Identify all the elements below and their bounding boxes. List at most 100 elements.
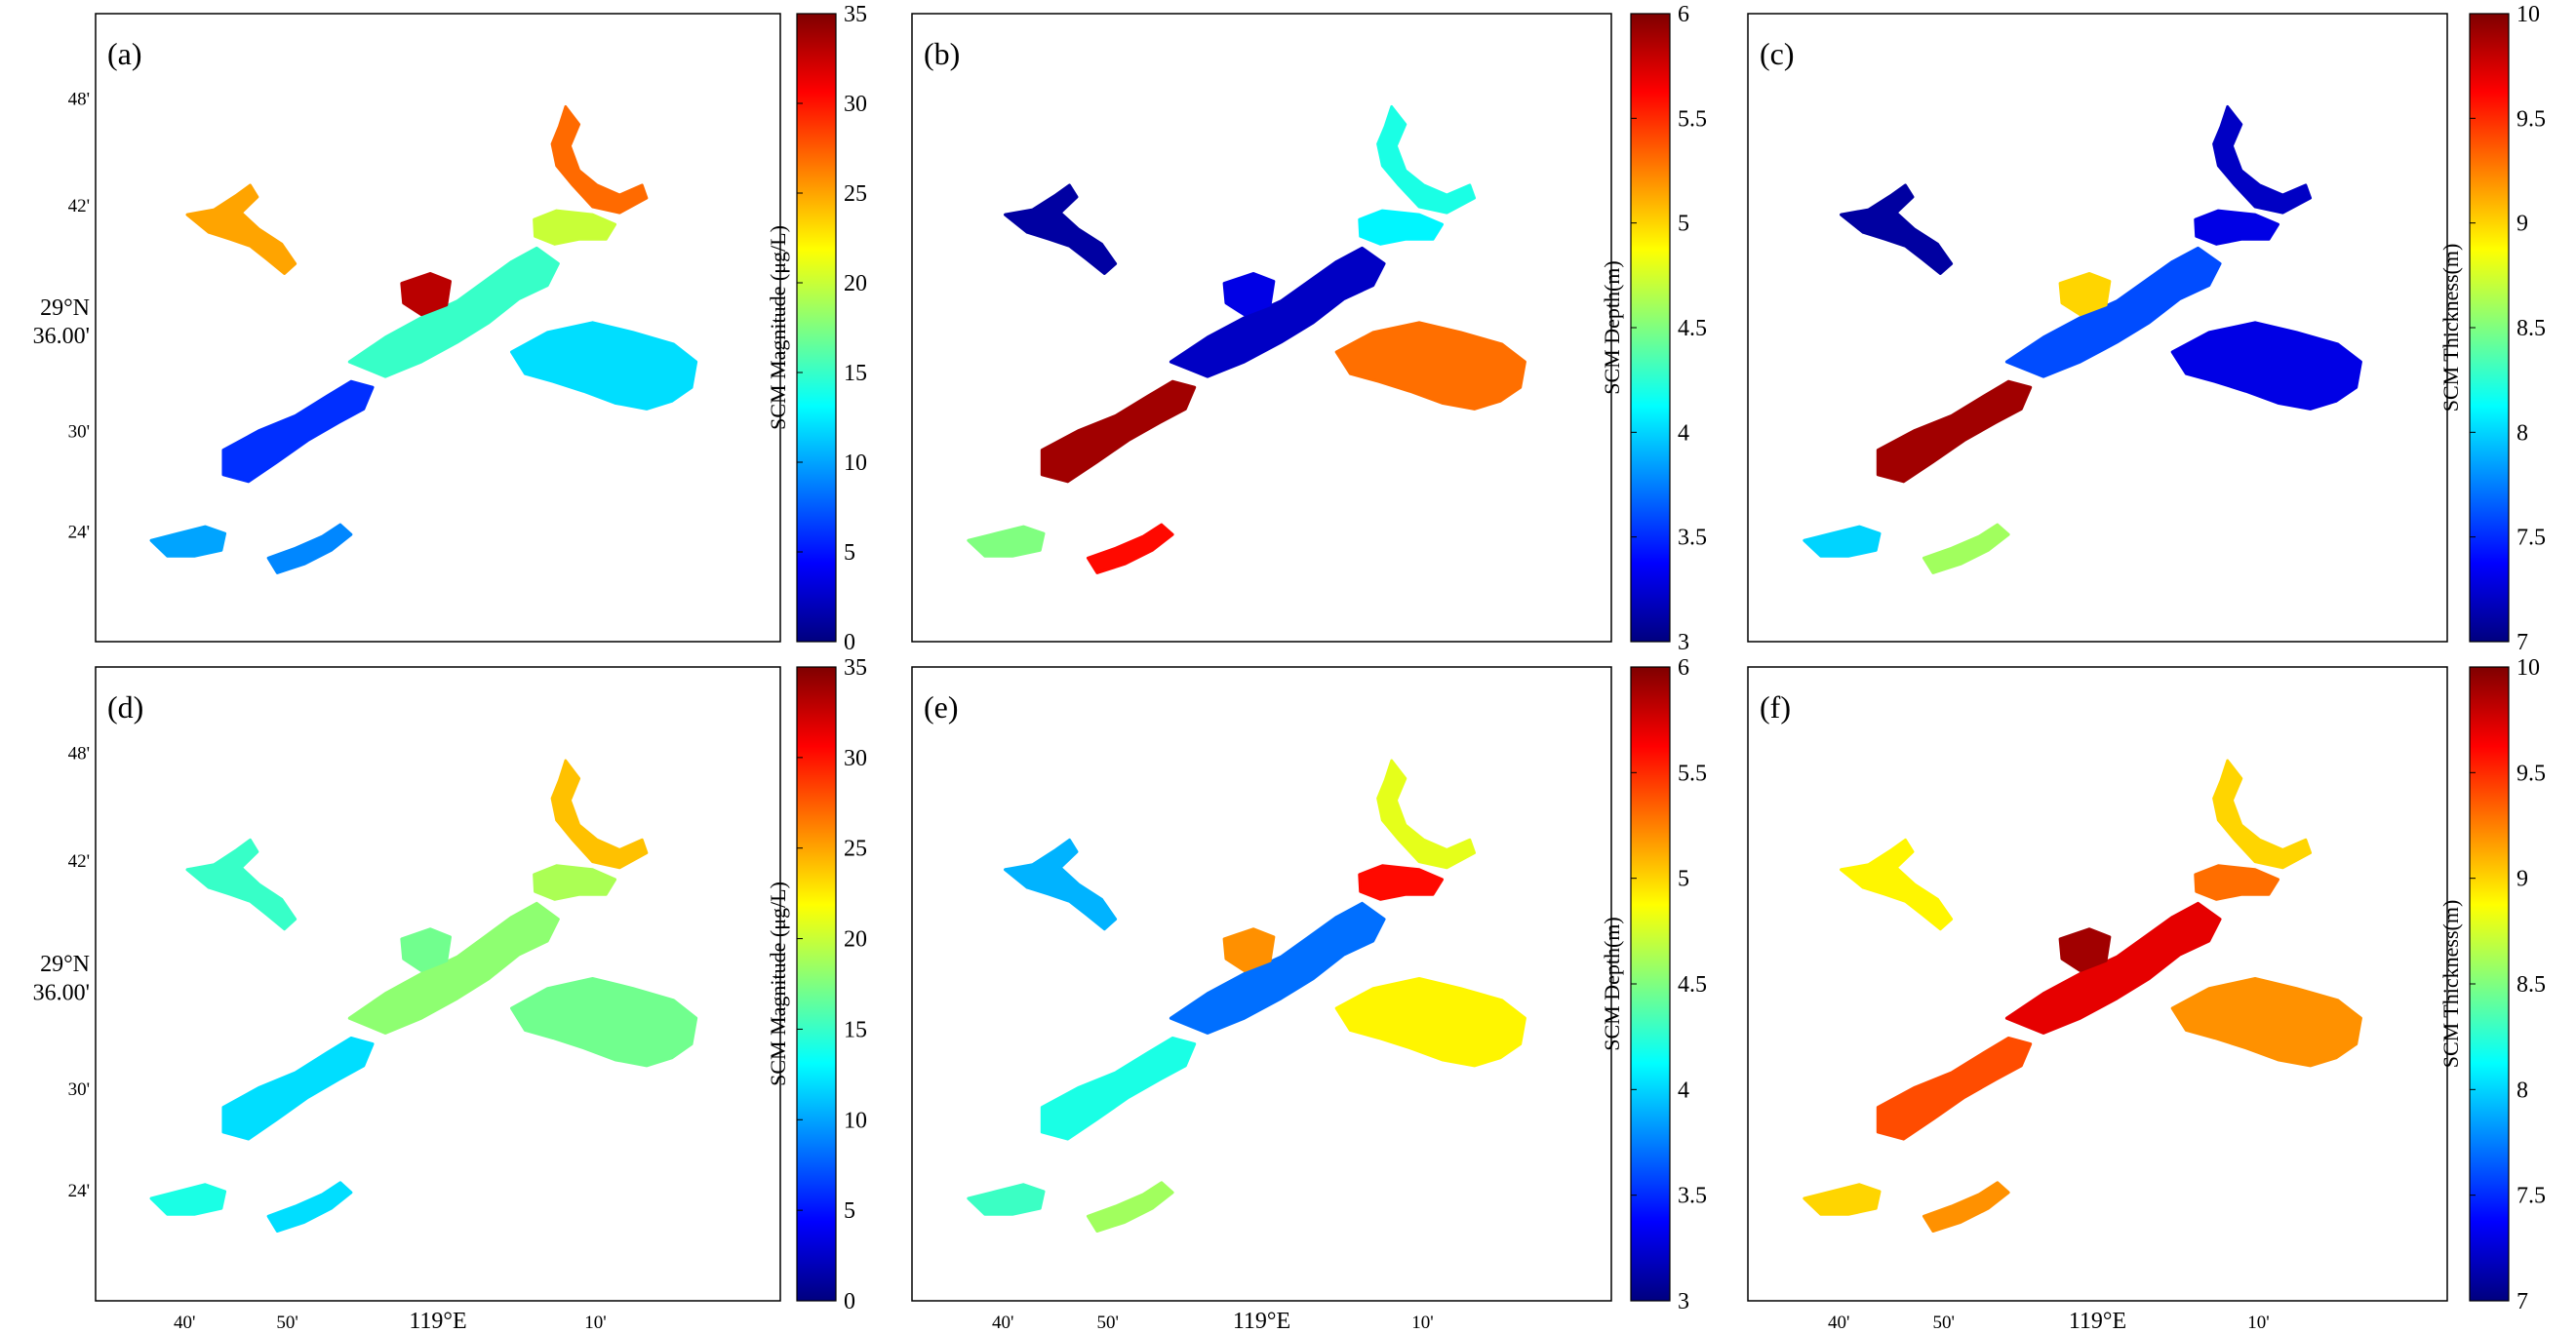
colorbar-tick-label: 15 [844,1017,867,1042]
colorbar-tick-label: 7.5 [2517,526,2546,551]
region-dam-junction [2058,927,2112,972]
colorbar [1630,13,1671,643]
region-east-basin [2170,977,2362,1068]
map-panel-a: (a) 48' 42' 29°N 36.00' 30' 24' 0 5 10 15 20 25 30 35 S… [33,2,867,655]
colorbar-tick-label: 5 [844,540,855,566]
region-north-arm-upper [1376,104,1477,215]
colorbar-tick-label: 9.5 [2517,761,2546,786]
colorbar-tick-label: 30 [844,92,867,117]
region-south-arm [1086,1181,1174,1234]
colorbar-tick-label: 6 [1678,655,1689,681]
lat-tick-label: 36.00' [33,980,90,1005]
lon-tick-label: 119°E [2069,1309,2126,1333]
panel-letter: (f) [1760,689,1791,725]
region-northwest-arm [1004,183,1118,276]
colorbar-tick-label: 3 [1678,1289,1689,1314]
colorbar-tick-label: 20 [844,927,867,953]
region-north-arm-mid [2194,864,2280,901]
lon-tick-label: 50' [1097,1313,1119,1333]
colorbar-tick-label: 35 [844,2,867,27]
lat-tick-label: 29°N [40,295,90,321]
colorbar-tick-label: 30 [844,746,867,771]
region-southwest-tail [1803,1183,1882,1216]
region-south-arm [1922,523,2010,574]
colorbar [2469,666,2510,1302]
lat-tick-label: 24' [68,523,90,543]
map-panel-b: (b) 3 3.5 4 4.5 5 5.5 6 SCM Depth(m) [911,2,1707,655]
lon-tick-label: 119°E [409,1309,466,1333]
colorbar-tick-label: 7 [2517,630,2528,655]
colorbar-tick-label: 0 [844,630,855,655]
colorbar-tick-label: 4.5 [1678,316,1707,341]
reservoir-regions [149,104,698,574]
region-central-basin [1169,246,1386,378]
colorbar-tick-label: 7 [2517,1289,2528,1314]
colorbar-tick-label: 6 [1678,2,1689,27]
region-central-basin [2004,246,2222,378]
lon-tick-label: 40' [1828,1313,1849,1333]
colorbar-tick-label: 4.5 [1678,972,1707,998]
region-dam-junction [1222,271,1276,317]
lon-tick-label: 50' [1933,1313,1955,1333]
colorbar-tick-label: 7.5 [2517,1184,2546,1209]
colorbar-tick-label: 20 [844,271,867,296]
region-northwest-arm [1004,838,1118,931]
colorbar-tick-label: 10 [2517,2,2540,27]
colorbar-tick-label: 5 [1678,867,1689,892]
panel-letter: (d) [107,689,143,725]
reservoir-regions [149,759,698,1234]
region-east-basin [2170,321,2362,411]
colorbar-tick-label: 35 [844,655,867,681]
lat-tick-label: 42' [68,851,90,872]
lon-tick-label: 50' [276,1313,297,1333]
lat-tick-label: 29°N [40,952,90,977]
region-east-basin [510,977,698,1068]
colorbar-label: SCM Depth(m) [1600,260,1624,395]
colorbar-tick-label: 5 [844,1198,855,1224]
colorbar-tick-label: 9.5 [2517,106,2546,132]
region-northwest-arm [1840,838,1954,931]
colorbar-label: SCM Thickness(m) [2438,244,2463,412]
lat-tick-label: 30' [68,422,90,443]
region-west-channel [1040,1036,1197,1141]
colorbar-tick-label: 8.5 [2517,316,2546,341]
colorbar-tick-label: 4 [1678,1078,1689,1103]
lon-tick-label: 10' [1411,1313,1433,1333]
colorbar-tick-label: 10 [2517,655,2540,681]
colorbar-tick-label: 9 [2517,867,2528,892]
map-panel-d: (d) 48' 42' 29°N 36.00' 30' 24' 40' 50' 119°E 10' 0… [33,655,867,1333]
region-south-arm [266,1181,353,1234]
region-north-arm-mid [1358,864,1445,901]
lon-tick-label: 40' [992,1313,1013,1333]
lat-tick-label: 24' [68,1181,90,1201]
colorbar [796,666,837,1302]
panel-letter: (c) [1760,36,1795,71]
reservoir-regions [1803,759,2362,1234]
colorbar-tick-label: 3.5 [1678,526,1707,551]
region-north-arm-mid [533,209,617,246]
region-southwest-tail [1803,525,1882,558]
region-central-basin [347,901,560,1035]
region-northwest-arm [185,838,297,931]
colorbar-tick-label: 8 [2517,1078,2528,1103]
region-northwest-arm [1840,183,1954,276]
map-panel-e: (e) 40' 50' 119°E 10' 3 3.5 4 4.5 5 5.5 6 SCM Depth(… [911,655,1707,1333]
map-panel-f: (f) 40' 50' 119°E 10' 7 7.5 8 8.5 9 9.5 10 SCM Thick… [1747,655,2546,1333]
colorbar-tick-label: 8 [2517,420,2528,446]
region-north-arm-upper [2212,104,2313,215]
colorbar [2469,13,2510,643]
region-south-arm [1922,1181,2010,1234]
reservoir-regions [1803,104,2362,574]
colorbar-tick-label: 5.5 [1678,761,1707,786]
reservoir-regions [967,759,1526,1234]
colorbar-label: SCM Magnitude (μg/L) [766,225,790,430]
colorbar-tick-label: 10 [844,1108,867,1133]
region-south-arm [266,523,353,574]
colorbar-tick-label: 3 [1678,630,1689,655]
colorbar-tick-label: 5 [1678,212,1689,237]
colorbar [796,13,837,643]
region-east-basin [510,321,698,411]
colorbar-tick-label: 0 [844,1289,855,1314]
colorbar-tick-label: 3.5 [1678,1184,1707,1209]
